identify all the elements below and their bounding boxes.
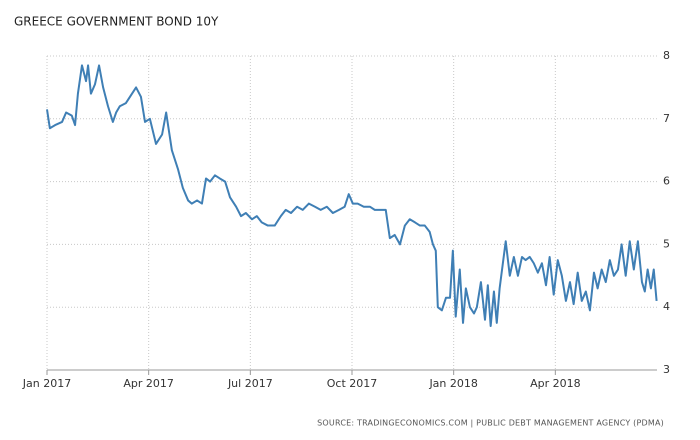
source-note: SOURCE: TRADINGECONOMICS.COM | PUBLIC DE… xyxy=(317,419,664,428)
y-tick-label: 3 xyxy=(663,363,670,376)
y-tick-label: 8 xyxy=(663,49,670,62)
y-tick-label: 7 xyxy=(663,112,670,125)
y-tick-label: 5 xyxy=(663,237,670,250)
x-tick-label: Jul 2017 xyxy=(227,377,273,390)
series-line xyxy=(46,64,658,328)
y-tick-label: 6 xyxy=(663,175,670,188)
x-tick-label: Apr 2017 xyxy=(123,377,174,390)
y-tick-label: 4 xyxy=(663,300,670,313)
x-tick-label: Jan 2018 xyxy=(428,377,477,390)
x-tick-label: Oct 2017 xyxy=(327,377,378,390)
x-tick-label: Apr 2018 xyxy=(530,377,581,390)
chart-title: GREECE GOVERNMENT BOND 10Y xyxy=(14,15,219,29)
x-tick-label: Jan 2017 xyxy=(22,377,71,390)
